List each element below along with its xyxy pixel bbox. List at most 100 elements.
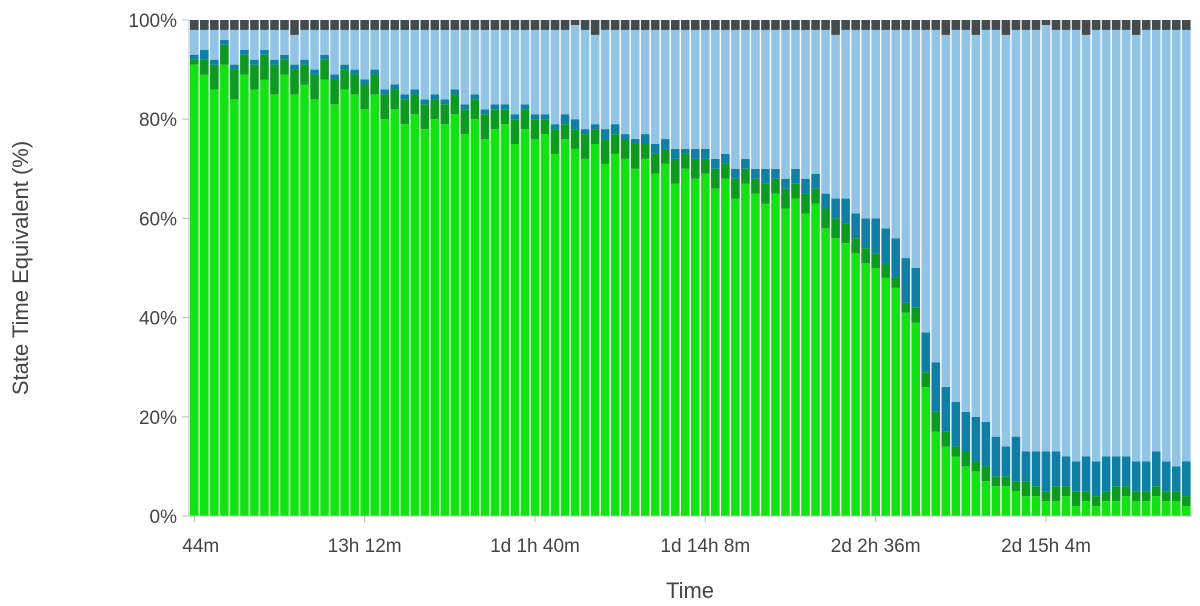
- bar-segment-91-1: [1101, 491, 1111, 502]
- bar-segment-36-0: [550, 153, 560, 517]
- bar-segment-8-3: [270, 29, 279, 60]
- bar-segment-98-4: [1171, 20, 1181, 30]
- bar-segment-75-2: [941, 387, 951, 432]
- bar-segment-73-4: [921, 20, 931, 30]
- bar-segment-60-1: [791, 183, 800, 199]
- bar-segment-23-3: [420, 29, 430, 100]
- bar-segment-35-3: [540, 29, 550, 115]
- bar-segment-5-0: [240, 74, 249, 516]
- bar-segment-14-4: [330, 20, 339, 30]
- bar-segment-86-1: [1051, 486, 1061, 502]
- bar-segment-8-2: [270, 59, 279, 65]
- bar-segment-28-4: [470, 20, 480, 30]
- bar-segment-29-3: [480, 29, 490, 110]
- bar-segment-68-2: [871, 218, 880, 254]
- bar-segment-80-2: [991, 436, 1001, 477]
- bar-segment-11-3: [300, 29, 309, 60]
- bar-segment-40-3: [590, 34, 600, 125]
- bar-segment-69-2: [881, 228, 890, 264]
- bar-segment-81-0: [1001, 486, 1011, 516]
- bar-segment-45-4: [640, 20, 650, 30]
- bar-segment-59-3: [781, 29, 790, 179]
- bar-segment-60-2: [791, 168, 800, 184]
- bar-segment-51-3: [701, 29, 710, 149]
- bar-segment-44-0: [630, 168, 640, 517]
- bar-segment-93-3: [1121, 29, 1131, 457]
- bar-segment-92-0: [1111, 501, 1121, 516]
- bar-segment-21-0: [400, 124, 410, 516]
- bar-segment-90-0: [1091, 506, 1101, 516]
- bar-segment-82-0: [1011, 491, 1021, 516]
- bar-segment-7-0: [260, 79, 269, 517]
- bar-segment-67-1: [861, 248, 870, 264]
- bar-segment-23-0: [420, 129, 430, 516]
- bar-segment-50-1: [691, 158, 700, 179]
- bar-segment-19-3: [380, 29, 389, 90]
- bar-segment-66-0: [851, 253, 860, 516]
- bar-segment-93-2: [1121, 456, 1131, 487]
- bar-segment-22-0: [410, 114, 420, 517]
- y-tick-label: 80%: [139, 110, 177, 131]
- bar-segment-8-4: [270, 20, 279, 30]
- bar-segment-97-2: [1161, 461, 1171, 492]
- bar-segment-81-1: [1001, 476, 1011, 487]
- bar-segment-47-3: [660, 29, 670, 140]
- bar-segment-58-4: [771, 20, 780, 30]
- bar-segment-77-3: [961, 29, 971, 412]
- bar-segment-29-2: [480, 109, 490, 115]
- bar-segment-68-4: [871, 20, 880, 30]
- bar-segment-4-4: [230, 20, 239, 30]
- bar-segment-72-0: [911, 322, 921, 516]
- bar-segment-26-2: [450, 89, 460, 95]
- bar-segment-62-1: [811, 188, 820, 204]
- bar-segment-71-1: [901, 302, 911, 313]
- bar-segment-20-3: [390, 29, 400, 85]
- bar-segment-98-2: [1171, 466, 1181, 492]
- bar-segment-61-4: [801, 20, 810, 30]
- bar-segment-66-1: [851, 238, 860, 254]
- bar-segment-26-1: [450, 94, 460, 115]
- bar-segment-85-0: [1041, 501, 1051, 516]
- bars-layer: [190, 20, 1191, 517]
- bar-segment-88-0: [1071, 506, 1081, 516]
- bar-segment-65-1: [841, 223, 850, 244]
- bar-segment-4-1: [230, 69, 239, 100]
- bar-segment-44-4: [630, 20, 640, 30]
- bar-segment-6-0: [250, 89, 259, 516]
- bar-segment-15-2: [340, 64, 349, 70]
- bar-segment-49-0: [680, 168, 690, 517]
- bar-segment-0-0: [190, 64, 199, 516]
- bar-segment-5-2: [240, 49, 249, 55]
- bar-segment-98-1: [1171, 491, 1181, 502]
- bar-segment-64-2: [831, 198, 840, 219]
- bar-segment-22-2: [410, 89, 420, 95]
- bar-segment-26-4: [450, 20, 460, 30]
- bar-segment-76-4: [951, 20, 961, 30]
- bar-segment-58-0: [771, 193, 780, 516]
- bar-segment-61-3: [801, 29, 810, 179]
- bar-segment-64-3: [831, 34, 840, 199]
- bar-segment-42-1: [610, 134, 620, 154]
- bar-segment-52-0: [711, 188, 720, 516]
- bar-segment-50-4: [691, 20, 700, 30]
- bar-segment-10-1: [290, 69, 299, 95]
- bar-segment-43-4: [620, 20, 630, 30]
- bar-segment-98-3: [1171, 29, 1181, 467]
- bar-segment-91-4: [1101, 20, 1111, 30]
- bar-segment-6-4: [250, 20, 259, 30]
- bar-segment-32-2: [510, 114, 520, 120]
- bar-segment-46-2: [650, 144, 660, 154]
- bar-segment-97-0: [1161, 501, 1171, 516]
- bar-segment-27-3: [460, 29, 470, 105]
- bar-segment-55-4: [741, 20, 750, 30]
- bar-segment-89-1: [1081, 491, 1091, 502]
- bar-segment-99-1: [1181, 496, 1191, 507]
- bar-segment-4-0: [230, 99, 239, 517]
- bar-segment-33-2: [520, 104, 530, 110]
- bar-segment-62-0: [811, 203, 820, 516]
- bar-segment-59-2: [781, 178, 790, 189]
- bar-segment-69-1: [881, 263, 890, 278]
- bar-segment-24-2: [430, 94, 440, 100]
- bar-segment-93-1: [1121, 486, 1131, 497]
- bar-segment-86-2: [1051, 451, 1061, 487]
